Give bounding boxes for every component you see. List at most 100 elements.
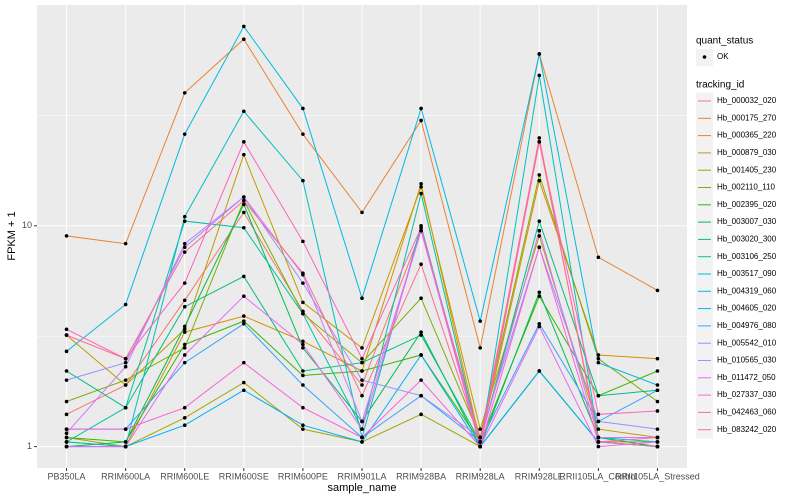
data-point bbox=[301, 311, 305, 316]
data-point bbox=[242, 319, 246, 323]
data-point bbox=[655, 369, 660, 373]
data-point bbox=[64, 333, 69, 337]
legend-label: Hb_042463_060 bbox=[717, 408, 777, 417]
data-point bbox=[123, 427, 128, 431]
legend-label: Hb_004976_080 bbox=[717, 321, 777, 330]
data-point bbox=[419, 181, 423, 186]
data-point bbox=[301, 405, 305, 410]
data-point bbox=[537, 140, 542, 144]
legend-label: Hb_001405_230 bbox=[717, 165, 777, 174]
data-point bbox=[419, 353, 423, 357]
data-point bbox=[596, 353, 601, 357]
data-point bbox=[182, 327, 187, 332]
x-axis-title: sample_name bbox=[327, 482, 396, 494]
data-point bbox=[360, 393, 364, 398]
legend-label: Hb_027337_030 bbox=[717, 390, 777, 399]
data-point bbox=[301, 178, 305, 183]
data-point bbox=[242, 24, 246, 29]
data-point bbox=[182, 241, 187, 246]
x-tick-label: PB350LA bbox=[48, 471, 86, 481]
data-point bbox=[596, 356, 601, 361]
data-point bbox=[182, 214, 187, 219]
legend-label: Hb_002395_020 bbox=[717, 200, 777, 209]
data-point bbox=[301, 106, 305, 111]
data-point bbox=[64, 431, 69, 436]
data-point bbox=[242, 202, 246, 207]
data-point bbox=[419, 225, 423, 230]
x-tick-label: RRIM928BA bbox=[396, 471, 446, 481]
data-point bbox=[123, 444, 128, 449]
data-point bbox=[301, 373, 305, 378]
data-point bbox=[64, 369, 69, 373]
data-point bbox=[596, 419, 601, 424]
legend-label: OK bbox=[717, 52, 729, 61]
data-point bbox=[64, 440, 69, 444]
data-point bbox=[596, 412, 601, 417]
x-tick-label: RRII105LA_Stressed bbox=[615, 471, 700, 481]
data-point bbox=[419, 378, 423, 382]
data-point bbox=[182, 250, 187, 254]
data-point bbox=[64, 234, 69, 238]
data-point bbox=[301, 239, 305, 244]
data-point bbox=[537, 73, 542, 78]
data-point bbox=[182, 304, 187, 309]
legend-point bbox=[702, 55, 707, 59]
data-point bbox=[360, 440, 364, 444]
data-point bbox=[242, 195, 246, 199]
data-point bbox=[537, 234, 542, 238]
data-point bbox=[537, 173, 542, 177]
data-point bbox=[64, 427, 69, 431]
data-point bbox=[182, 353, 187, 357]
data-point bbox=[360, 346, 364, 350]
legend-label: Hb_000879_030 bbox=[717, 148, 777, 157]
data-point bbox=[419, 191, 423, 196]
data-point bbox=[655, 399, 660, 404]
data-point bbox=[537, 321, 542, 326]
data-point bbox=[478, 427, 482, 431]
data-point bbox=[182, 360, 187, 365]
data-point bbox=[64, 412, 69, 417]
legend-label: Hb_010565_030 bbox=[717, 356, 777, 365]
data-point bbox=[419, 296, 423, 301]
data-point bbox=[242, 198, 246, 203]
x-tick-label: RRIM600LE bbox=[160, 471, 209, 481]
data-point bbox=[182, 298, 187, 303]
legend-label: Hb_003517_090 bbox=[717, 269, 777, 278]
data-point bbox=[360, 427, 364, 431]
legend-label: Hb_011472_050 bbox=[717, 373, 776, 382]
data-point bbox=[478, 444, 482, 449]
data-point bbox=[64, 435, 69, 440]
data-point bbox=[301, 132, 305, 136]
legend-label: Hb_003106_250 bbox=[717, 252, 777, 261]
data-point bbox=[242, 140, 246, 144]
data-point bbox=[478, 346, 482, 350]
data-point bbox=[419, 118, 423, 123]
legend-label: Hb_003007_030 bbox=[717, 217, 777, 226]
data-point bbox=[596, 440, 601, 444]
data-point bbox=[182, 405, 187, 410]
data-point bbox=[537, 324, 542, 329]
x-tick-label: RRIM600LA bbox=[101, 471, 150, 481]
data-point bbox=[64, 378, 69, 382]
data-point bbox=[242, 388, 246, 393]
data-point bbox=[537, 219, 542, 223]
legend-label: Hb_002110_110 bbox=[717, 183, 776, 192]
data-point bbox=[655, 427, 660, 431]
data-point bbox=[537, 228, 542, 233]
data-point bbox=[64, 399, 69, 404]
data-point bbox=[242, 37, 246, 42]
data-point bbox=[301, 342, 305, 347]
data-point bbox=[419, 106, 423, 111]
data-point bbox=[360, 210, 364, 215]
legend-label: Hb_003020_300 bbox=[717, 235, 777, 244]
data-point bbox=[537, 52, 542, 56]
y-tick-label: 10 bbox=[22, 220, 32, 230]
data-point bbox=[419, 185, 423, 189]
data-point bbox=[478, 440, 482, 444]
data-point bbox=[242, 321, 246, 326]
legend-label: Hb_000365_220 bbox=[717, 131, 777, 140]
data-point bbox=[123, 360, 128, 365]
data-point bbox=[596, 435, 601, 440]
data-point bbox=[596, 393, 601, 398]
